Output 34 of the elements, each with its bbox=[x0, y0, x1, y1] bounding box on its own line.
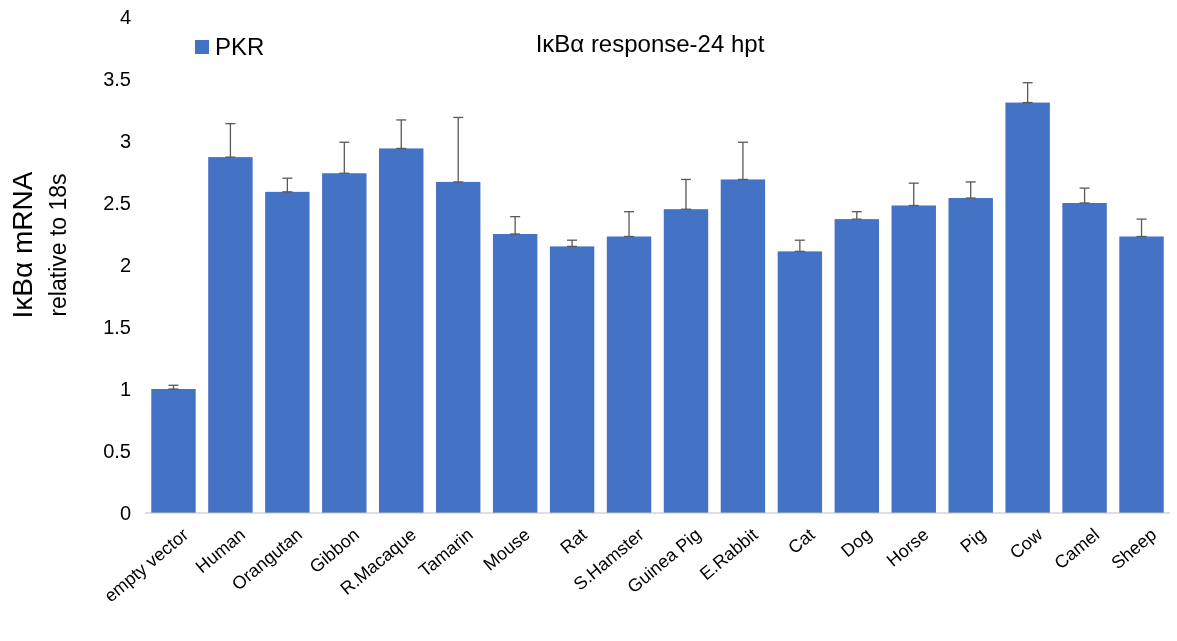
bar bbox=[606, 236, 652, 513]
y-tick-label: 0.5 bbox=[103, 440, 131, 462]
bar bbox=[663, 209, 709, 513]
x-tick-label: Dog bbox=[837, 524, 876, 561]
bar bbox=[379, 148, 424, 513]
bar bbox=[1062, 203, 1107, 513]
bar bbox=[265, 191, 310, 513]
legend-label: PKR bbox=[215, 33, 265, 61]
y-tick-label: 0 bbox=[119, 502, 131, 524]
bar bbox=[322, 173, 367, 513]
y-tick-label: 3 bbox=[119, 130, 131, 152]
y-tick-label: 4 bbox=[119, 6, 131, 28]
y-tick-label: 1 bbox=[119, 378, 131, 400]
y-tick-label: 2 bbox=[119, 254, 131, 276]
bar bbox=[720, 179, 766, 513]
bar bbox=[834, 219, 880, 513]
text: IκBα response-24 hpt bbox=[535, 30, 765, 57]
bar bbox=[435, 181, 481, 513]
x-tick-label: Cat bbox=[784, 524, 819, 558]
bar bbox=[948, 198, 993, 513]
x-tick-label: Cow bbox=[1005, 523, 1048, 563]
x-tick-label: Pig bbox=[956, 524, 990, 557]
y-tick-label: 2.5 bbox=[103, 192, 131, 214]
bar bbox=[891, 205, 936, 513]
y-tick-label: 1.5 bbox=[103, 316, 131, 338]
bar bbox=[1119, 236, 1164, 513]
y-tick-label: 3.5 bbox=[103, 68, 131, 90]
bar bbox=[208, 157, 253, 513]
y-axis-title: IκBα mRNA relative to 18s bbox=[7, 171, 71, 319]
bar bbox=[1005, 102, 1050, 513]
bar bbox=[549, 246, 595, 513]
bar bbox=[151, 389, 196, 513]
bar bbox=[777, 251, 823, 513]
bar bbox=[492, 234, 538, 513]
